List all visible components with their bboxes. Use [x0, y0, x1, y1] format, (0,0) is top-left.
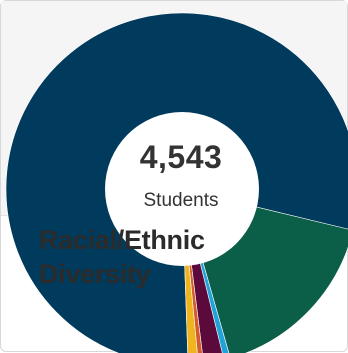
donut-slice-4[interactable]: [181, 188, 224, 353]
donut-hole: [105, 112, 259, 266]
donut-slice-3[interactable]: [181, 188, 230, 353]
total-students-value: 4,543: [139, 139, 223, 175]
card-title: Racial/Ethnic Diversity: [39, 225, 205, 289]
total-students-label: Students: [143, 190, 219, 211]
